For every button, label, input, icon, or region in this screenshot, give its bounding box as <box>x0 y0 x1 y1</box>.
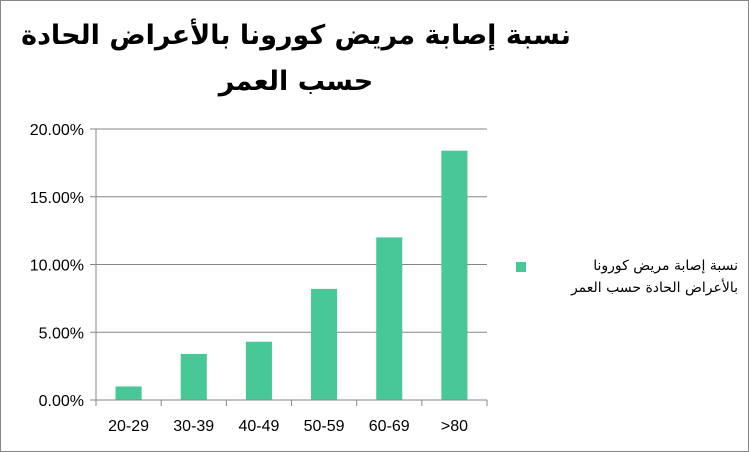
bars <box>115 150 468 400</box>
x-tick-label: 60-69 <box>369 418 410 435</box>
gridlines <box>96 128 487 333</box>
y-tick-label: 20.00% <box>30 122 84 139</box>
bar <box>180 353 207 400</box>
y-tick-label: 5.00% <box>39 325 84 342</box>
legend: نسبة إصابة مريض كورونا بالأعراض الحادة ح… <box>516 255 741 299</box>
chart-title: نسبة إصابة مريض كورونا بالأعراض الحادة ح… <box>21 20 571 97</box>
x-tick-label: 30-39 <box>173 418 214 435</box>
x-tick-label: 50-59 <box>304 418 345 435</box>
legend-label: نسبة إصابة مريض كورونا بالأعراض الحادة ح… <box>570 258 738 296</box>
bar <box>311 288 338 400</box>
x-tick-label: 20-29 <box>108 418 149 435</box>
y-tick-label: 10.00% <box>30 258 84 275</box>
x-tick-label: >80 <box>441 418 468 435</box>
bar <box>245 341 272 400</box>
legend-swatch <box>516 262 526 272</box>
bar <box>115 386 142 400</box>
bar <box>441 150 468 400</box>
tick-labels: 0.00% 5.00% 10.00% 15.00% 20.00% 20-29 30-39 40… <box>30 122 468 435</box>
bar <box>376 237 403 400</box>
y-tick-label: 15.00% <box>30 190 84 207</box>
y-tick-label: 0.00% <box>39 393 84 410</box>
axes <box>90 128 488 406</box>
x-tick-label: 40-49 <box>238 418 279 435</box>
